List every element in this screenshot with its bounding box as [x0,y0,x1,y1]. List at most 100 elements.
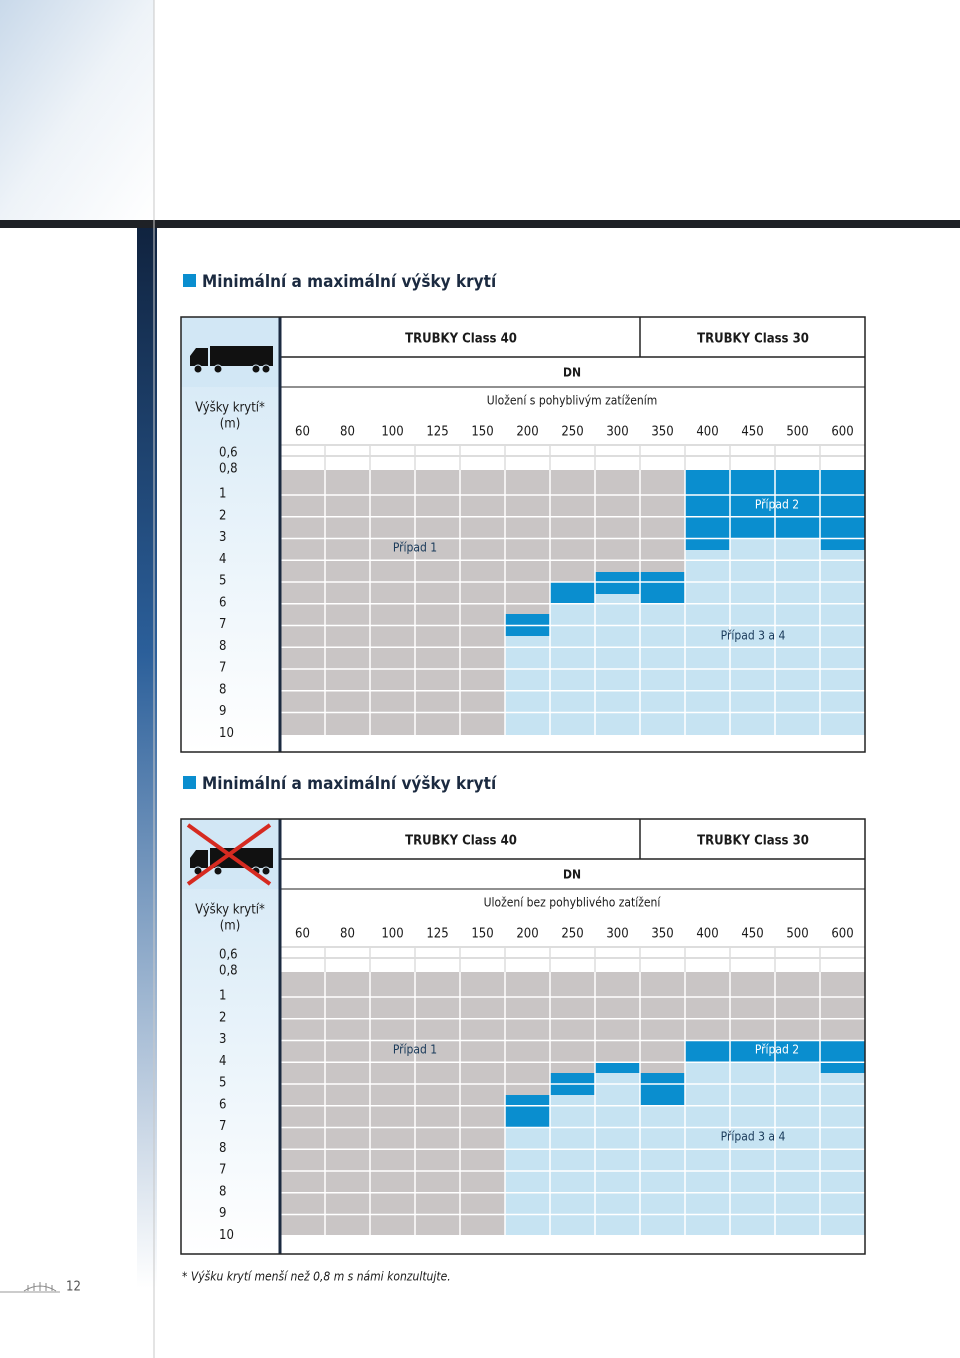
row-label: 10 [219,1228,234,1243]
cell-grey [775,972,820,1040]
cell-blue [640,1073,685,1105]
cell-blue [820,1040,865,1073]
truck-wheel [193,364,203,374]
case-label: Případ 1 [393,541,437,555]
column-label: 125 [426,927,448,942]
cell-blue [685,1040,730,1062]
row-label: 9 [219,704,226,719]
column-label: 300 [606,425,628,440]
cell-blue [550,582,595,604]
row-label: 1 [219,487,226,502]
case-label: Případ 1 [393,1043,437,1057]
cell-grey [460,972,505,1235]
column-label: 500 [786,425,808,440]
cell-grey [460,470,505,735]
cell-light [775,539,820,735]
row-label: 0,6 [219,948,238,963]
column-label: 450 [741,927,763,942]
cell-blue [640,572,685,604]
cell-blue [775,470,820,539]
table-border [180,818,866,1255]
left-column [181,317,280,752]
cell-light [820,550,865,735]
truck-wheel [213,866,223,876]
case-label: Případ 2 [755,498,799,512]
row-label: 8 [219,682,226,697]
cell-light [730,539,775,735]
column-label: 150 [471,425,493,440]
column-label: 150 [471,927,493,942]
side-strip [137,228,157,1288]
case-label: Případ 2 [755,1043,799,1057]
cell-grey [505,470,550,614]
cell-grey [415,470,460,735]
page-number: 12 [66,1280,81,1295]
row-label: 2 [219,508,226,523]
height-label: Výšky krytí* [195,401,265,416]
cell-blue [595,1062,640,1073]
left-column [181,819,280,1254]
cell-light [550,1095,595,1235]
cell-grey [370,972,415,1235]
column-label: 600 [831,425,853,440]
cell-blue [730,1040,775,1062]
row-label: 0,8 [219,964,238,979]
row-label: 8 [219,639,226,654]
truck-cab [190,850,208,868]
column-label: 80 [340,425,355,440]
column-label: 300 [606,927,628,942]
row-label: 1 [219,989,226,1004]
class-header: TRUBKY Class 40 [405,332,517,347]
cell-light [640,1105,685,1235]
truck-wheel [213,364,223,374]
row-label: 0,8 [219,462,238,477]
unit: (m) [220,417,241,432]
column-label: 60 [295,425,310,440]
cell-grey [550,470,595,582]
row-label: 3 [219,530,226,545]
column-label: 100 [381,425,403,440]
column-label: 250 [561,425,583,440]
row-label: 7 [219,1119,226,1134]
column-label: 400 [696,927,718,942]
cell-light [505,1127,550,1235]
column-label: 400 [696,425,718,440]
section-title: Minimální a maximální výšky krytí [202,774,497,794]
column-label: 450 [741,425,763,440]
cell-grey [415,972,460,1235]
column-label: 80 [340,927,355,942]
cell-light [685,550,730,735]
cell-grey [595,972,640,1062]
cell-grey [820,972,865,1040]
subtitle: Uložení bez pohyblivého zatížení [484,896,662,910]
truck-wheel [261,866,271,876]
bullet [183,274,196,287]
row-label: 4 [219,552,226,567]
row-label: 9 [219,1206,226,1221]
column-label: 600 [831,927,853,942]
height-label: Výšky krytí* [195,903,265,918]
class-header: TRUBKY Class 30 [697,332,809,347]
photo [0,0,154,220]
column-label: 100 [381,927,403,942]
cell-grey [280,972,325,1235]
unit: (m) [220,919,241,934]
cell-grey [685,972,730,1040]
column-label: 500 [786,927,808,942]
table-border [180,316,866,753]
column-label: 125 [426,425,448,440]
cell-light [820,1073,865,1235]
truck-wheel [251,364,261,374]
cell-blue [685,470,730,550]
cell-blue [505,1095,550,1127]
cell-blue [730,470,775,539]
class-header: TRUBKY Class 40 [405,834,517,849]
row-label: 10 [219,726,234,741]
dn: DN [563,366,581,380]
column-label: 350 [651,425,673,440]
row-label: 4 [219,1054,226,1069]
top-bar [0,220,960,228]
column-label: 250 [561,927,583,942]
cell-grey [505,972,550,1095]
column-label: 200 [516,927,538,942]
